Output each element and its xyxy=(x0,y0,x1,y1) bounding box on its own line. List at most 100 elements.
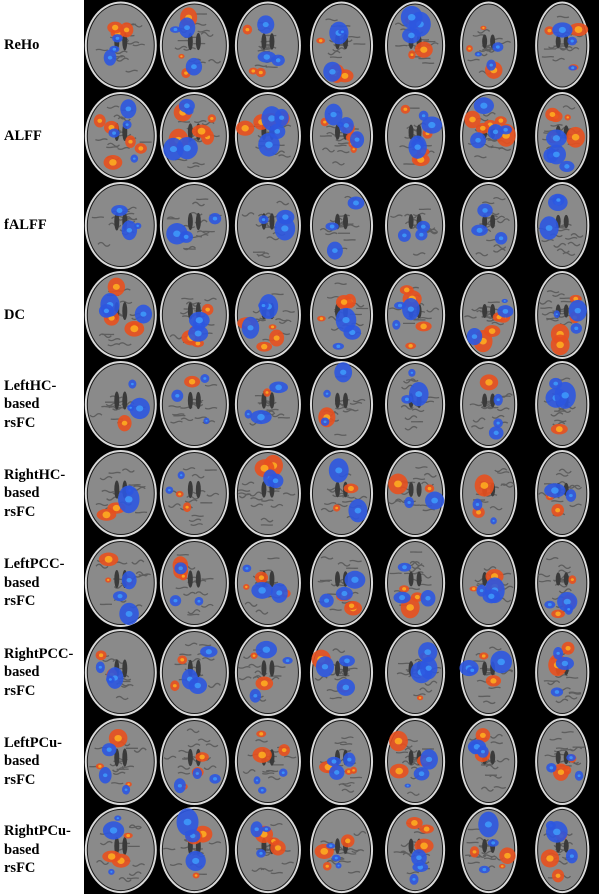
slice-strip xyxy=(84,806,599,894)
brain-slice xyxy=(159,449,229,538)
brain-slice xyxy=(385,806,446,894)
brain-slice xyxy=(385,271,446,359)
brain-slice xyxy=(535,717,590,806)
brain-slice xyxy=(84,628,157,717)
brain-slice xyxy=(234,1,301,90)
slice-strip-svg xyxy=(84,806,590,894)
row-leftpcu: LeftPCu- based rsFC xyxy=(0,717,600,806)
brain-slice xyxy=(234,92,301,180)
brain-slice xyxy=(309,806,374,894)
brain-slice xyxy=(84,181,157,270)
brain-slice xyxy=(535,539,590,627)
brain-slice xyxy=(460,449,518,538)
brain-slice xyxy=(535,360,590,449)
row-label: LeftHC- based rsFC xyxy=(4,377,57,431)
brain-slice xyxy=(84,806,157,894)
brain-slice xyxy=(309,717,374,806)
brain-slice xyxy=(385,628,446,717)
row-label: DC xyxy=(4,306,25,323)
slice-strip-svg xyxy=(84,271,590,359)
brain-slice xyxy=(385,449,446,538)
row-rightpcc: RightPCC- based rsFC xyxy=(0,628,600,717)
brain-slice xyxy=(234,360,301,449)
brain-slice xyxy=(385,360,446,449)
brain-slice xyxy=(460,539,518,627)
brain-slice xyxy=(84,1,157,90)
row-label: RightPCC- based rsFC xyxy=(4,645,74,699)
brain-slice xyxy=(460,271,518,359)
brain-slice xyxy=(84,449,157,538)
brain-slice xyxy=(309,181,374,270)
row-label: LeftPCu- based rsFC xyxy=(4,734,62,788)
brain-slice xyxy=(535,92,590,180)
brain-slice xyxy=(159,181,229,270)
brain-slice xyxy=(460,717,518,806)
brain-slice xyxy=(84,92,157,180)
brain-slice xyxy=(84,717,157,806)
brain-slice xyxy=(385,717,446,806)
brain-slice xyxy=(234,449,301,538)
brain-slice xyxy=(159,717,229,806)
slice-strip xyxy=(84,449,599,538)
slice-strip xyxy=(84,717,599,806)
row-label: ReHo xyxy=(4,37,40,54)
row-label: fALFF xyxy=(4,217,47,234)
brain-slice xyxy=(309,92,374,180)
brain-slice xyxy=(385,1,446,90)
brain-slice xyxy=(159,92,229,180)
slice-strip xyxy=(84,360,599,449)
brain-slice xyxy=(159,271,229,359)
brain-slice xyxy=(535,806,590,894)
slice-strip-svg xyxy=(84,360,590,449)
slice-strip xyxy=(84,270,599,360)
brain-slice xyxy=(159,1,229,90)
row-label: LeftPCC- based rsFC xyxy=(4,556,65,610)
brain-slice xyxy=(84,271,157,359)
row-dc: DC xyxy=(0,270,600,360)
slice-strip-svg xyxy=(84,449,590,538)
brain-slice xyxy=(309,271,374,359)
row-righthc: RightHC- based rsFC xyxy=(0,449,600,538)
row-reho: ReHo xyxy=(0,0,600,91)
brain-slice xyxy=(309,1,374,90)
brain-slice xyxy=(234,628,301,717)
brain-slice xyxy=(309,628,374,717)
brain-slice xyxy=(234,271,301,359)
row-falff: fALFF xyxy=(0,181,600,270)
slice-strip-svg xyxy=(84,717,590,806)
brain-slice xyxy=(159,360,229,449)
slice-strip xyxy=(84,538,599,628)
brain-slice xyxy=(459,628,518,717)
brain-slice xyxy=(309,449,374,538)
brain-slice xyxy=(385,539,446,627)
slice-strip-svg xyxy=(84,181,590,270)
brain-slice xyxy=(159,628,229,717)
row-lefthc: LeftHC- based rsFC xyxy=(0,360,600,449)
slice-strip xyxy=(84,628,599,717)
brain-slice xyxy=(535,271,590,359)
slice-strip xyxy=(84,181,599,270)
brain-slice xyxy=(159,806,229,894)
row-rightpcu: RightPCu- based rsFC xyxy=(0,806,600,894)
row-label: RightPCu- based rsFC xyxy=(4,823,71,877)
brain-slice xyxy=(535,628,590,717)
brain-slice xyxy=(84,360,157,449)
brain-slice xyxy=(460,806,518,894)
slice-strip xyxy=(84,0,599,91)
brain-slice xyxy=(460,360,518,449)
brain-slice xyxy=(309,539,374,627)
brain-slice xyxy=(234,717,301,806)
brain-slice xyxy=(234,806,301,894)
row-alff: ALFF xyxy=(0,91,600,181)
slice-strip-svg xyxy=(84,628,590,717)
brain-slice xyxy=(84,539,157,627)
brain-slice xyxy=(460,1,518,90)
brain-slice xyxy=(385,181,446,270)
row-label: ALFF xyxy=(4,127,42,144)
brain-slice xyxy=(460,181,518,270)
row-label: RightHC- based rsFC xyxy=(4,466,66,520)
brain-slice xyxy=(460,92,518,180)
brain-slice xyxy=(309,360,374,449)
brain-slice xyxy=(234,181,301,270)
